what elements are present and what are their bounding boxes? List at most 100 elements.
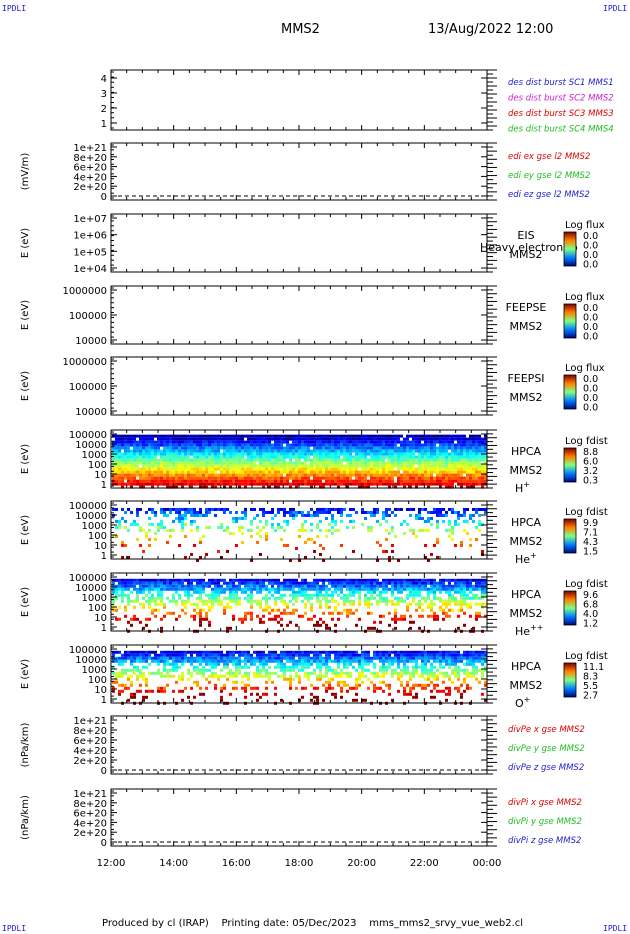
spectrogram-cell	[313, 467, 316, 471]
spectrogram-cell	[214, 581, 217, 585]
spectrogram-cell	[163, 434, 166, 438]
spectrogram-cell	[172, 578, 175, 582]
spectrogram-cell	[256, 686, 259, 690]
spectrogram-cell	[334, 434, 337, 438]
spectrogram-cell	[154, 440, 157, 444]
spectrogram-cell	[424, 440, 427, 444]
spectrogram-cell	[292, 513, 295, 517]
spectrogram-cell	[370, 464, 373, 468]
spectrogram-cell	[436, 513, 439, 517]
spectrogram-cell	[157, 452, 160, 456]
spectrogram-cell	[337, 587, 340, 591]
spectrogram-cell	[268, 656, 271, 660]
spectrogram-cell	[169, 611, 172, 615]
spectrogram-cell	[130, 476, 133, 480]
spectrogram-cell	[262, 470, 265, 474]
spectrogram-cell	[166, 464, 169, 468]
spectrogram-cell	[421, 602, 424, 606]
spectrogram-cell	[409, 593, 412, 597]
spectrogram-cell	[289, 455, 292, 459]
spectrogram-cell	[145, 510, 148, 514]
spectrogram-cell	[364, 452, 367, 456]
spectrogram-cell	[460, 602, 463, 606]
spectrogram-cell	[193, 602, 196, 606]
spectrogram-cell	[343, 482, 346, 486]
spectrogram-cell	[475, 482, 478, 486]
spectrogram-cell	[394, 617, 397, 621]
spectrogram-cell	[190, 510, 193, 514]
spectrogram-cell	[262, 473, 265, 477]
spectrogram-cell	[301, 467, 304, 471]
spectrogram-cell	[130, 653, 133, 657]
spectrogram-cell	[439, 437, 442, 441]
spectrogram-cell	[268, 617, 271, 621]
spectrogram-cell	[184, 653, 187, 657]
spectrogram-cell	[448, 507, 451, 511]
spectrogram-cell	[355, 449, 358, 453]
spectrogram-cell	[478, 476, 481, 480]
spectrogram-cell	[418, 584, 421, 588]
colorbar-tick-label: 4.0	[583, 609, 598, 620]
spectrogram-cell	[334, 528, 337, 532]
spectrogram-cell	[430, 440, 433, 444]
spectrogram-cell	[397, 602, 400, 606]
spectrogram-cell	[202, 659, 205, 663]
spectrogram-cell	[196, 558, 199, 562]
spectrogram-cell	[136, 537, 139, 541]
spectrogram-cell	[466, 482, 469, 486]
spectrogram-cell	[223, 437, 226, 441]
spectrogram-cell	[316, 510, 319, 514]
spectrogram-cell	[415, 482, 418, 486]
spectrogram-cell	[289, 449, 292, 453]
spectrogram-cell	[127, 656, 130, 660]
spectrogram-cell	[124, 659, 127, 663]
spectrogram-cell	[472, 587, 475, 591]
spectrogram-cell	[226, 440, 229, 444]
spectrogram-cell	[202, 581, 205, 585]
spectrogram-cell	[199, 513, 202, 517]
colorbar-tick-label: 4.3	[583, 537, 598, 548]
spectrogram-cell	[475, 507, 478, 511]
spectrogram-cell	[214, 653, 217, 657]
spectrogram-cell	[151, 584, 154, 588]
spectrogram-cell	[484, 437, 487, 441]
spectrogram-cell	[427, 578, 430, 582]
spectrogram-cell	[217, 581, 220, 585]
spectrogram-cell	[244, 479, 247, 483]
spectrogram-cell	[184, 659, 187, 663]
spectrogram-cell	[298, 464, 301, 468]
spectrogram-cell	[205, 510, 208, 514]
spectrogram-cell	[121, 473, 124, 477]
spectrogram-cell	[313, 593, 316, 597]
spectrogram-cell	[220, 458, 223, 462]
spectrogram-cell	[295, 464, 298, 468]
spectrogram-cell	[235, 543, 238, 547]
spectrogram-cell	[454, 473, 457, 477]
spectrogram-cell	[151, 479, 154, 483]
spectrogram-cell	[235, 443, 238, 447]
spectrogram-cell	[244, 614, 247, 618]
spectrogram-cell	[469, 473, 472, 477]
spectrogram-cell	[331, 434, 334, 438]
spectrogram-cell	[331, 473, 334, 477]
spectrogram-cell	[259, 668, 262, 672]
spectrogram-cell	[238, 440, 241, 444]
colorbar-tick-label: 0.0	[583, 241, 598, 252]
spectrogram-cell	[259, 617, 262, 621]
colorbar-label: Log flux	[565, 220, 605, 231]
spectrogram-cell	[121, 455, 124, 459]
spectrogram-cell	[298, 510, 301, 514]
spectrogram-cell	[130, 434, 133, 438]
spectrogram-cell	[331, 617, 334, 621]
spectrogram-cell	[349, 437, 352, 441]
spectrogram-cell	[181, 464, 184, 468]
spectrogram-cell	[361, 470, 364, 474]
spectrogram-cell	[475, 458, 478, 462]
spectrogram-cell	[451, 473, 454, 477]
spectrogram-cell	[376, 443, 379, 447]
spectrogram-cell	[199, 656, 202, 660]
spectrogram-cell	[421, 584, 424, 588]
spectrogram-cell	[457, 464, 460, 468]
spectrogram-cell	[226, 528, 229, 532]
spectrogram-cell	[436, 482, 439, 486]
